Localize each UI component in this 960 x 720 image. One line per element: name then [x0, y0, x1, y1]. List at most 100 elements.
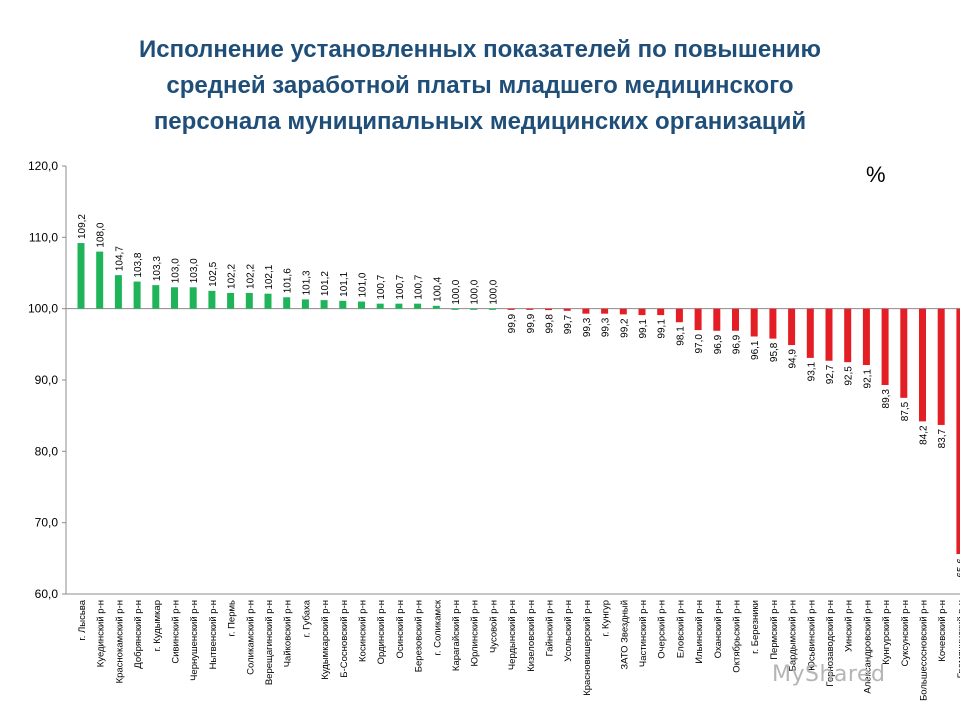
bar [339, 300, 347, 309]
data-label: 84,2 [919, 425, 930, 445]
x-tick-label: Нытвенский р-н [208, 600, 219, 669]
x-tick-label: Куединский р-н [96, 600, 107, 667]
data-label: 95,8 [769, 342, 780, 362]
bar [189, 287, 197, 309]
x-tick-label: Косинский р-н [358, 600, 369, 662]
bar [77, 243, 85, 309]
data-label: 92,7 [825, 364, 836, 384]
data-label: 97,0 [694, 334, 705, 354]
x-tick-label: Ординский р-н [376, 600, 387, 664]
bar [152, 285, 160, 309]
x-tick-label: Чернушенский р-н [189, 600, 200, 681]
x-tick-label: г. Лысьва [77, 599, 88, 640]
bar [96, 251, 104, 309]
bar [619, 308, 627, 315]
bar [881, 308, 889, 385]
title-line-3: персонала муниципальных медицинских орга… [153, 108, 807, 135]
y-tick-label: 110,0 [29, 230, 58, 244]
data-label: 99,3 [601, 317, 612, 337]
data-label: 89,3 [881, 389, 892, 409]
x-tick-label: Ильинский р-н [694, 600, 705, 664]
x-tick-label: Суксунский р-н [900, 600, 911, 666]
data-label: 65,6 [956, 558, 960, 578]
x-tick-label: г. Кудымкар [152, 600, 163, 651]
data-label: 96,1 [750, 340, 761, 360]
data-label: 103,0 [189, 258, 200, 283]
x-tick-label: Частинский р-н [638, 600, 649, 667]
data-label: 109,2 [77, 214, 88, 239]
x-tick-label: Краснокамский р-н [114, 600, 125, 683]
x-tick-label: Гремячинский р-н [956, 600, 960, 678]
bar [451, 308, 459, 310]
x-tick-label: Кунгурский р-н [881, 600, 892, 665]
page-title: Исполнение установленных показателей по … [60, 32, 900, 140]
x-tick-label: Уинский р-н [844, 600, 855, 652]
bar [956, 308, 960, 555]
bar [545, 308, 552, 311]
x-tick-label: г. Березники [750, 600, 761, 654]
data-label: 99,7 [563, 314, 574, 334]
data-label: 103,8 [133, 252, 144, 277]
x-tick-label: Александровский р-н [862, 600, 873, 694]
data-label: 93,1 [806, 361, 817, 381]
x-tick-label: Кочевский р-н [937, 600, 948, 662]
x-tick-label: Добрянский р-н [133, 600, 144, 669]
x-tick-label: Кудымкарский р-н [320, 600, 331, 680]
bar [358, 301, 365, 309]
x-tick-label: Чердынский р-н [507, 600, 518, 670]
y-tick-label: 60,0 [35, 587, 59, 601]
data-label: 92,5 [844, 366, 855, 386]
data-label: 103,0 [171, 258, 182, 283]
bar [769, 308, 777, 339]
y-tick-label: 70,0 [35, 516, 59, 530]
bar [264, 293, 272, 309]
y-tick-label: 100,0 [28, 302, 58, 316]
data-label: 102,5 [208, 261, 219, 286]
data-label: 96,9 [732, 334, 743, 354]
data-label: 100,0 [451, 279, 462, 304]
x-tick-label: г. Соликамск [432, 599, 443, 655]
title-line-1: Исполнение установленных показателей по … [139, 36, 821, 63]
data-label: 98,1 [675, 326, 686, 346]
watermark: MyShared [772, 662, 886, 687]
data-label: 83,7 [937, 429, 948, 449]
bar [133, 281, 141, 309]
x-tick-label: Осинский р-н [395, 600, 406, 659]
bar [900, 308, 908, 398]
bar [563, 308, 571, 311]
x-tick-label: Бардымский р-н [788, 600, 799, 671]
data-label: 102,1 [264, 264, 275, 289]
x-tick-label: Усольский р-н [563, 600, 574, 662]
x-tick-label: Чайковский р-н [283, 600, 294, 667]
data-label: 92,1 [862, 369, 873, 389]
x-tick-label: Чусовой р-н [488, 600, 499, 653]
x-tick-label: Карагайский р-н [451, 600, 462, 671]
data-label: 101,0 [358, 272, 369, 297]
data-label: 96,9 [713, 334, 724, 354]
x-tick-label: Юрлинский р-н [470, 600, 481, 667]
x-tick-label: Верещагинский р-н [264, 600, 275, 685]
unit-label: % [866, 162, 886, 187]
data-label: 99,9 [526, 313, 537, 333]
bar [638, 308, 646, 316]
x-tick-label: Красновишерский р-н [582, 600, 593, 696]
bar [788, 308, 796, 346]
data-label: 99,9 [507, 313, 518, 333]
bar [208, 290, 216, 309]
x-tick-label: Кизеловский р-н [526, 600, 537, 672]
bar [713, 308, 721, 331]
bar [395, 303, 403, 309]
bar [806, 308, 814, 358]
x-tick-label: Соликамский р-н [245, 600, 256, 675]
bar [301, 299, 309, 309]
data-label: 103,3 [152, 256, 163, 281]
bar [919, 308, 926, 422]
data-label: 87,5 [900, 401, 911, 421]
data-label: 94,9 [788, 349, 799, 369]
data-label: 100,0 [488, 279, 499, 304]
bar [526, 308, 534, 310]
bar [432, 305, 440, 309]
data-label: 100,7 [376, 274, 387, 299]
data-label: 99,8 [545, 314, 556, 334]
